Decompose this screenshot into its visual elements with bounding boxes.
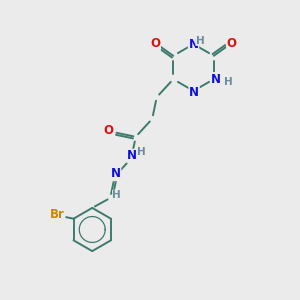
Text: N: N	[189, 86, 199, 99]
Text: H: H	[196, 35, 205, 46]
Text: O: O	[104, 124, 114, 137]
Text: H: H	[137, 147, 146, 157]
Text: N: N	[188, 38, 199, 51]
Text: O: O	[227, 37, 237, 50]
Text: N: N	[127, 149, 137, 163]
Text: Br: Br	[50, 208, 65, 221]
Text: H: H	[112, 190, 121, 200]
Text: N: N	[211, 73, 221, 86]
Text: H: H	[224, 76, 233, 87]
Text: O: O	[150, 37, 160, 50]
Text: N: N	[111, 167, 121, 181]
